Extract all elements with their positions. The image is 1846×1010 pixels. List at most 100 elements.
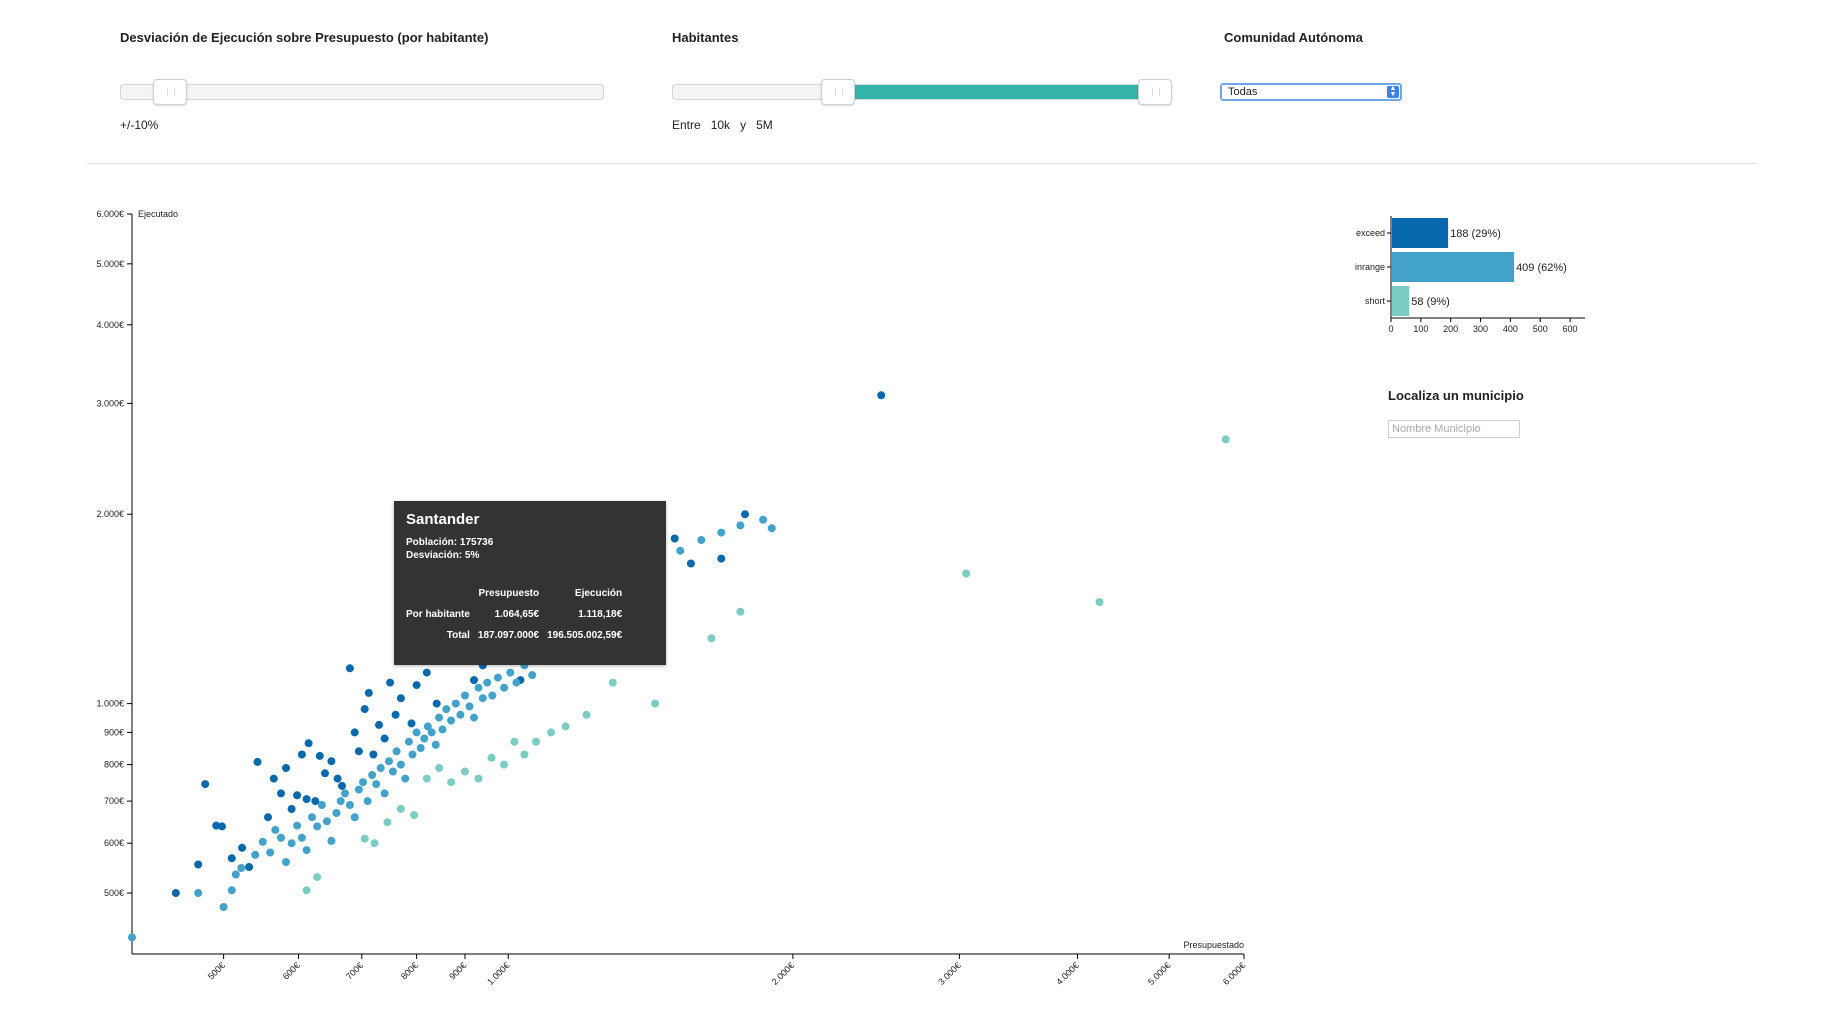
- data-point-inrange: [470, 713, 478, 722]
- data-point-short: [410, 811, 419, 820]
- data-point-inrange: [404, 737, 413, 746]
- bar-exceed: [1392, 218, 1449, 248]
- data-point-exceed: [686, 559, 695, 568]
- data-point-exceed: [360, 705, 369, 714]
- data-point-inrange: [385, 757, 393, 766]
- y-tick-label: 900€: [104, 727, 124, 737]
- x-tick-label: 3.000€: [936, 960, 963, 987]
- data-point-inrange: [313, 822, 322, 831]
- data-point-short: [561, 722, 570, 731]
- data-point-exceed: [407, 719, 416, 728]
- bar-x-tick-label: 200: [1443, 324, 1458, 334]
- data-point-inrange: [317, 801, 326, 809]
- data-point-inrange: [420, 734, 429, 743]
- data-point-inrange: [736, 521, 745, 530]
- data-point-inrange: [332, 809, 341, 817]
- data-point-exceed: [264, 813, 272, 822]
- divider: [87, 163, 1757, 164]
- population-prefix: Entre: [672, 118, 701, 132]
- data-point-exceed: [269, 774, 278, 783]
- data-point-short: [547, 728, 556, 737]
- data-point-inrange: [350, 813, 359, 822]
- data-point-inrange: [512, 678, 521, 687]
- data-point-inrange: [376, 764, 385, 772]
- data-point-exceed: [311, 797, 320, 806]
- data-point-short: [608, 678, 617, 687]
- bar-data-label: 188 (29%): [1450, 228, 1501, 240]
- data-point-inrange: [461, 691, 469, 700]
- data-point-exceed: [282, 764, 290, 772]
- data-point-inrange: [194, 889, 203, 897]
- data-point-inrange: [341, 789, 349, 798]
- y-tick-label: 6.000€: [96, 209, 124, 219]
- data-point-short: [500, 760, 509, 769]
- population-slider-low-handle[interactable]: [821, 79, 856, 105]
- y-tick-label: 3.000€: [96, 398, 124, 408]
- data-point-exceed: [877, 391, 886, 400]
- data-point-exceed: [315, 751, 324, 760]
- municipality-search-input[interactable]: [1388, 420, 1520, 438]
- data-point-short: [520, 750, 529, 759]
- data-point-exceed: [171, 889, 180, 897]
- data-point-inrange: [442, 705, 451, 714]
- population-slider-range: [838, 85, 1155, 99]
- data-point-short: [532, 737, 540, 746]
- tooltip-population: Población: 175736: [406, 537, 494, 548]
- population-range-text: Entre 10k y 5M: [672, 118, 773, 132]
- data-point-inrange: [271, 825, 280, 834]
- data-point-exceed: [354, 747, 363, 756]
- bar-x-tick-label: 600: [1563, 324, 1578, 334]
- data-point-inrange: [327, 836, 336, 845]
- data-point-inrange: [363, 797, 372, 806]
- data-point-short: [962, 569, 971, 578]
- data-point-exceed: [364, 688, 373, 697]
- population-slider-high-handle[interactable]: [1138, 79, 1172, 105]
- data-point-short: [422, 774, 431, 783]
- tooltip-title: Santander: [406, 511, 480, 528]
- data-point-short: [313, 873, 322, 882]
- data-point-exceed: [717, 554, 726, 563]
- data-point-inrange: [493, 673, 502, 682]
- data-point-inrange: [435, 713, 444, 722]
- data-point-exceed: [345, 664, 354, 673]
- data-point-inrange: [401, 774, 410, 783]
- data-point-inrange: [237, 864, 246, 872]
- x-tick-label: 700€: [344, 960, 365, 981]
- data-point-exceed: [333, 774, 342, 783]
- tooltip-col-exec: Ejecución: [574, 588, 623, 599]
- tooltip-table: Presupuesto Ejecución Por habitante 1.06…: [406, 583, 622, 646]
- tooltip-col-budget: Presupuesto: [478, 588, 540, 599]
- data-point-inrange: [506, 668, 515, 677]
- data-point-short: [1095, 598, 1104, 607]
- data-point-short: [383, 818, 392, 827]
- y-tick-label: 1.000€: [96, 699, 124, 709]
- data-point-inrange: [451, 699, 460, 708]
- data-point-exceed: [380, 734, 389, 743]
- data-point-short: [474, 774, 483, 783]
- data-point-short: [510, 737, 519, 746]
- data-point-inrange: [676, 546, 685, 555]
- y-tick-label: 2.000€: [96, 509, 124, 519]
- data-point-inrange: [219, 903, 228, 911]
- data-point-exceed: [432, 699, 441, 708]
- data-point-inrange: [282, 858, 290, 867]
- deviation-slider-handle[interactable]: [153, 79, 187, 105]
- data-point-inrange: [717, 528, 726, 537]
- x-tick-label: 4.000€: [1054, 960, 1081, 987]
- x-tick-label: 600€: [281, 960, 302, 981]
- data-point-inrange: [431, 740, 440, 749]
- data-point-inrange: [354, 785, 363, 794]
- deviation-slider-track[interactable]: [120, 84, 604, 100]
- bar-x-tick-label: 400: [1503, 324, 1518, 334]
- tooltip-row1-budget: 1.064,65€: [494, 609, 540, 620]
- data-point-short: [582, 710, 591, 719]
- data-point-exceed: [293, 791, 302, 800]
- bar-x-tick-label: 0: [1388, 324, 1393, 334]
- data-point-exceed: [238, 843, 247, 852]
- data-point-short: [302, 886, 311, 895]
- y-tick-label: 700€: [104, 796, 124, 806]
- x-axis-label: Presupuestado: [1183, 940, 1244, 950]
- region-select[interactable]: Todas ▲ ▼: [1220, 83, 1402, 101]
- y-axis-label: Ejecutado: [138, 209, 178, 219]
- region-selected-value: Todas: [1228, 86, 1258, 98]
